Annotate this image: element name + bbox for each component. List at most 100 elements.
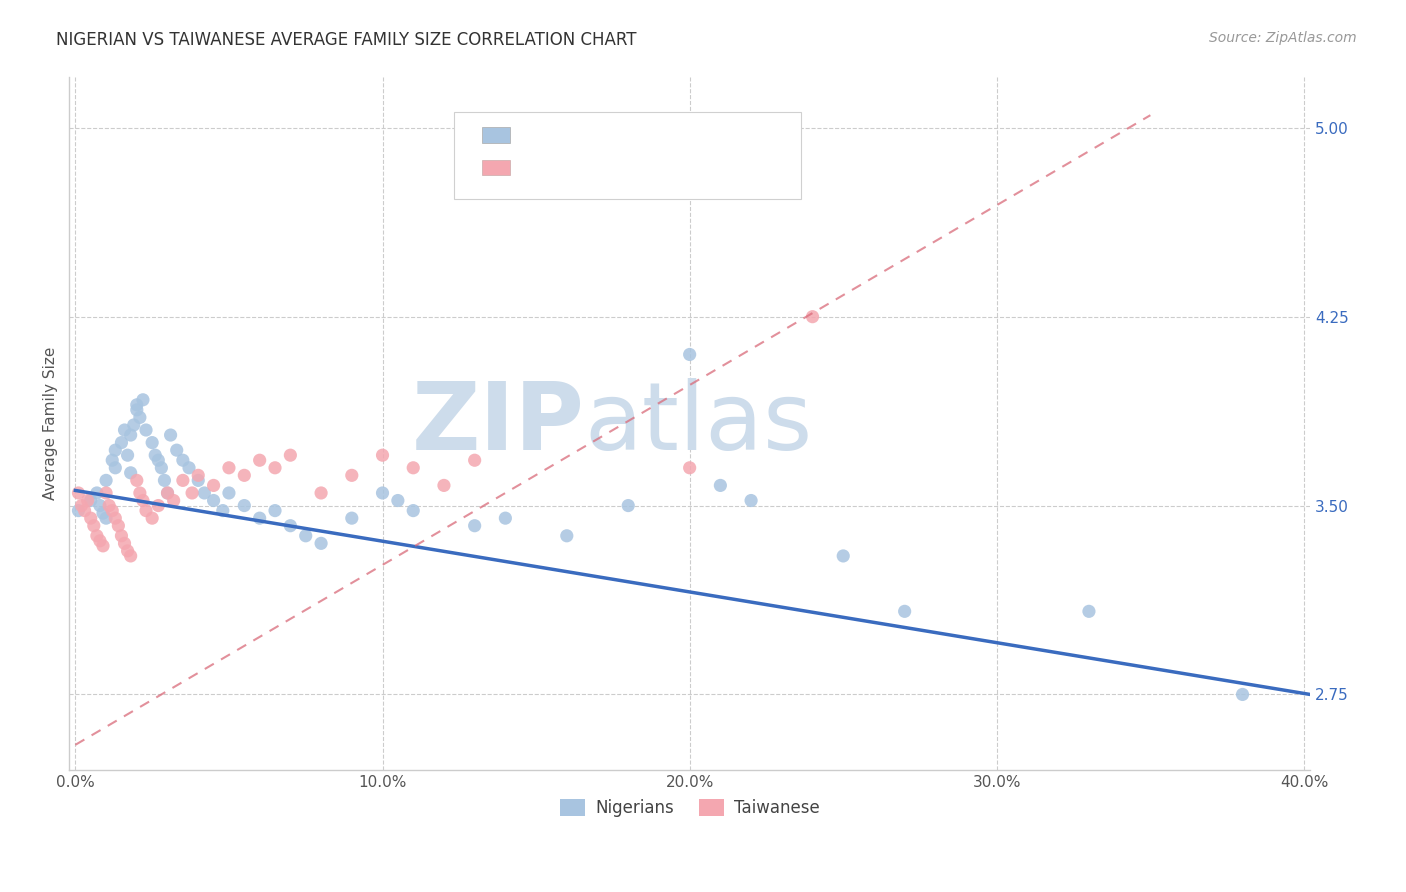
Point [117, 544, 139, 558]
Point [91, 539, 114, 553]
Point [120, 428, 142, 442]
Point [135, 423, 157, 437]
Point [211, 503, 233, 517]
Point [202, 478, 225, 492]
Point [233, 499, 256, 513]
Point [135, 503, 157, 517]
Text: ZIP: ZIP [412, 377, 583, 470]
Point [163, 493, 186, 508]
Point [218, 486, 240, 500]
Point [125, 474, 148, 488]
Point [89, 499, 111, 513]
Point [114, 536, 136, 550]
Point [801, 310, 824, 324]
Point [555, 529, 578, 543]
Point [249, 511, 271, 525]
Text: R = -0.380   N = 57: R = -0.380 N = 57 [524, 126, 688, 144]
Point [125, 402, 148, 417]
Point [141, 435, 163, 450]
Point [387, 493, 409, 508]
Point [110, 529, 132, 543]
Point [893, 604, 915, 618]
FancyBboxPatch shape [482, 128, 510, 143]
Point [264, 460, 287, 475]
Point [122, 417, 145, 432]
Point [1232, 688, 1254, 702]
Point [128, 486, 150, 500]
Point [494, 511, 516, 525]
Point [159, 428, 181, 442]
Point [371, 486, 394, 500]
Point [233, 468, 256, 483]
Point [172, 474, 194, 488]
Point [280, 448, 302, 462]
Point [679, 460, 702, 475]
Point [141, 511, 163, 525]
Point [402, 460, 425, 475]
Point [107, 518, 129, 533]
Point [120, 466, 142, 480]
Text: atlas: atlas [583, 377, 813, 470]
Point [76, 493, 98, 508]
Point [143, 448, 166, 462]
Point [709, 478, 731, 492]
Point [402, 503, 425, 517]
Point [264, 503, 287, 517]
Point [177, 460, 200, 475]
Point [294, 529, 316, 543]
Point [94, 474, 117, 488]
Point [117, 448, 139, 462]
Point [309, 486, 332, 500]
Point [464, 518, 486, 533]
Point [193, 486, 215, 500]
Point [101, 503, 124, 517]
Point [156, 486, 179, 500]
Point [156, 486, 179, 500]
Point [166, 443, 188, 458]
Point [104, 443, 127, 458]
Point [181, 486, 204, 500]
Point [150, 460, 173, 475]
Point [187, 474, 209, 488]
Point [94, 511, 117, 525]
Point [128, 410, 150, 425]
Point [740, 493, 762, 508]
Point [80, 493, 103, 508]
Point [67, 486, 90, 500]
Point [148, 499, 170, 513]
Point [153, 474, 176, 488]
Point [98, 499, 121, 513]
Point [132, 392, 155, 407]
Point [172, 453, 194, 467]
Text: R =   0.135   N = 43: R = 0.135 N = 43 [524, 159, 692, 177]
Point [371, 448, 394, 462]
Point [110, 435, 132, 450]
Point [187, 468, 209, 483]
Point [104, 511, 127, 525]
Point [94, 486, 117, 500]
Point [89, 533, 111, 548]
Point [83, 518, 105, 533]
Text: NIGERIAN VS TAIWANESE AVERAGE FAMILY SIZE CORRELATION CHART: NIGERIAN VS TAIWANESE AVERAGE FAMILY SIZ… [56, 31, 637, 49]
Text: Source: ZipAtlas.com: Source: ZipAtlas.com [1209, 31, 1357, 45]
Point [80, 511, 103, 525]
Point [249, 453, 271, 467]
Point [202, 493, 225, 508]
Point [125, 398, 148, 412]
Point [433, 478, 456, 492]
Point [617, 499, 640, 513]
Point [679, 347, 702, 361]
Point [86, 486, 108, 500]
FancyBboxPatch shape [454, 112, 801, 199]
Legend: Nigerians, Taiwanese: Nigerians, Taiwanese [553, 792, 827, 824]
Point [91, 506, 114, 520]
Point [464, 453, 486, 467]
Point [340, 468, 363, 483]
Point [70, 499, 93, 513]
Point [218, 460, 240, 475]
Point [309, 536, 332, 550]
Point [114, 423, 136, 437]
Point [280, 518, 302, 533]
Point [120, 549, 142, 563]
Point [73, 503, 96, 517]
